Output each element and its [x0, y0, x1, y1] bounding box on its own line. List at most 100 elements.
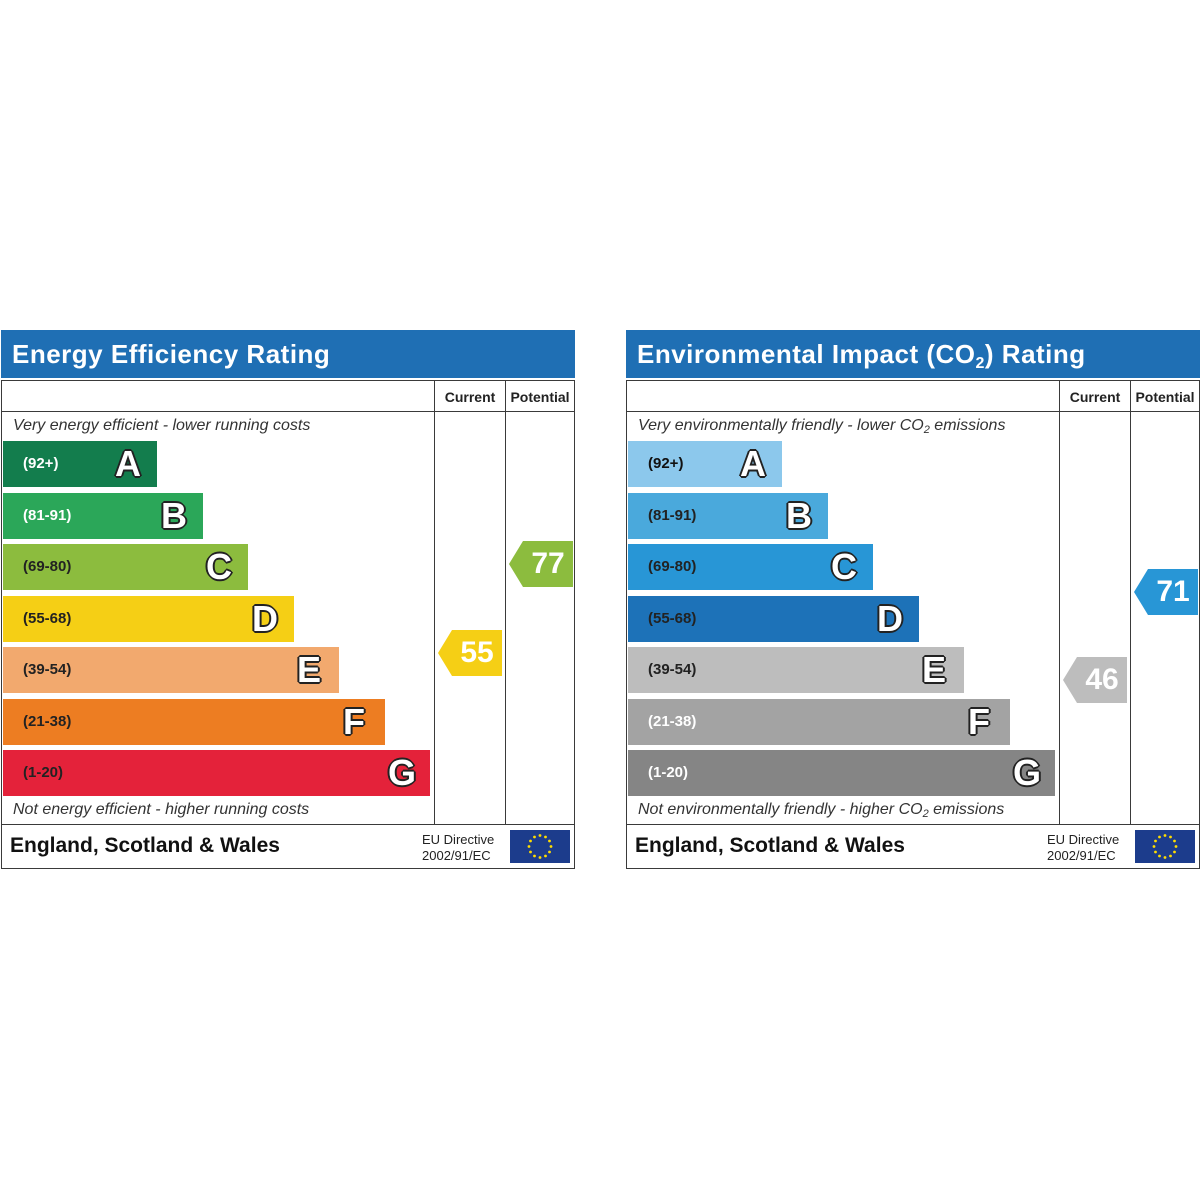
eu-star-icon	[1174, 845, 1178, 848]
top-caption: Very environmentally friendly - lower CO…	[638, 417, 1005, 436]
band-range-label: (1-20)	[648, 764, 689, 781]
eu-star-icon	[529, 850, 532, 854]
eu-star-icon	[1169, 835, 1172, 839]
band-letter: F	[343, 701, 365, 742]
rating-bands: (92+) A (81-91) B (69-80) C (55-68) D (39-54) E (2…	[627, 381, 1059, 824]
band-range-label: (81-91)	[23, 507, 72, 524]
chart-title-part2: ) Rating	[984, 339, 1086, 369]
band-letter: A	[740, 443, 766, 484]
header-divider	[2, 411, 574, 412]
top-caption-part2: emissions	[929, 417, 1006, 434]
current-column-header: Current	[1069, 389, 1121, 405]
potential-column-header: Potential	[510, 389, 570, 405]
eu-star-icon	[1173, 850, 1176, 854]
eu-star-icon	[1152, 845, 1156, 848]
band-letter: A	[115, 443, 141, 484]
eu-star-icon	[1169, 854, 1172, 858]
eu-directive-line1: EU Directive	[1047, 832, 1120, 847]
current-column-header: Current	[444, 389, 496, 405]
header-divider	[627, 411, 1199, 412]
eu-star-icon	[548, 839, 551, 843]
band-c: (69-80) C	[3, 544, 248, 590]
eu-star-icon	[1154, 839, 1157, 843]
eu-star-icon	[538, 856, 542, 859]
eu-star-icon	[544, 854, 547, 858]
chart-title-bar: Energy Efficiency Rating	[1, 330, 575, 378]
band-letter: E	[922, 649, 947, 690]
band-range-label: (21-38)	[23, 713, 72, 730]
eu-star-icon	[538, 834, 542, 837]
potential-rating-arrow-shape	[509, 541, 573, 587]
band-range-label: (92+)	[23, 455, 59, 472]
eu-star-icon	[529, 839, 532, 843]
potential-rating-value: 71	[1156, 575, 1190, 608]
eu-directive-line1: EU Directive	[422, 832, 495, 847]
chart-title-subscript: 2	[975, 355, 985, 372]
band-range-label: (55-68)	[23, 610, 72, 627]
band-d: (55-68) D	[628, 596, 919, 642]
band-g: (1-20) G	[628, 750, 1055, 796]
band-range-label: (1-20)	[23, 764, 64, 781]
eu-star-icon	[533, 854, 536, 858]
band-range-label: (39-54)	[648, 661, 697, 678]
current-rating-arrow-shape	[1063, 657, 1127, 703]
band-letter: F	[968, 701, 990, 742]
bottom-caption-subscript: 2	[922, 808, 929, 820]
band-range-label: (21-38)	[648, 713, 697, 730]
band-c: (69-80) C	[628, 544, 873, 590]
bottom-caption-part1: Not environmentally friendly - higher CO	[638, 801, 923, 818]
chart-frame: Current Potential Very energy efficient …	[1, 380, 575, 869]
band-letter: D	[252, 598, 278, 639]
eu-star-icon	[549, 845, 553, 848]
eu-star-icon	[548, 850, 551, 854]
eu-star-icon	[544, 835, 547, 839]
eu-star-icon	[1158, 854, 1161, 858]
top-caption-subscript: 2	[923, 424, 930, 436]
current-rating-value: 46	[1085, 663, 1119, 696]
potential-rating-arrow-shape	[1134, 569, 1198, 615]
environmental-impact-chart: Environmental Impact (CO2) Rating Curren…	[626, 330, 1200, 869]
potential-column-divider	[505, 381, 506, 824]
band-range-label: (92+)	[648, 455, 684, 472]
potential-column-header: Potential	[1135, 389, 1195, 405]
band-e: (39-54) E	[3, 647, 339, 693]
eu-flag-icon	[510, 830, 570, 863]
eu-directive-line2: 2002/91/EC	[1047, 848, 1116, 863]
eu-star-icon	[1154, 850, 1157, 854]
band-letter: B	[786, 495, 812, 536]
current-rating-arrow-shape	[438, 630, 502, 676]
band-range-label: (81-91)	[648, 507, 697, 524]
current-column-divider	[1059, 381, 1060, 824]
band-a: (92+) A	[628, 441, 782, 487]
band-letter: G	[388, 752, 417, 793]
band-g: (1-20) G	[3, 750, 430, 796]
eu-directive-line2: 2002/91/EC	[422, 848, 491, 863]
band-letter: E	[297, 649, 322, 690]
band-letter: B	[161, 495, 187, 536]
bottom-caption: Not environmentally friendly - higher CO…	[638, 801, 1004, 820]
chart-title-part1: Environmental Impact (CO	[637, 339, 976, 369]
band-f: (21-38) F	[628, 699, 1010, 745]
potential-rating-value: 77	[531, 547, 565, 580]
band-letter: C	[206, 546, 232, 587]
footer-country: England, Scotland & Wales	[10, 834, 280, 857]
potential-column-divider	[1130, 381, 1131, 824]
chart-title-bar: Environmental Impact (CO2) Rating	[626, 330, 1200, 378]
band-letter: C	[831, 546, 857, 587]
eu-stars-icon	[1152, 834, 1178, 859]
chart-frame: Current Potential Very environmentally f…	[626, 380, 1200, 869]
footer-divider	[627, 824, 1199, 825]
chart-title: Energy Efficiency Rating	[12, 339, 331, 369]
current-rating-value: 55	[460, 636, 494, 669]
rating-bands: (92+) A (81-91) B (69-80) C (55-68) D (39-54) E (2…	[2, 381, 434, 824]
eu-star-icon	[1158, 835, 1161, 839]
eu-star-icon	[1163, 834, 1167, 837]
energy-efficiency-chart: Energy Efficiency Rating Current Potenti…	[1, 330, 575, 869]
bottom-caption: Not energy efficient - higher running co…	[13, 801, 310, 818]
band-b: (81-91) B	[628, 493, 828, 539]
band-letter: D	[877, 598, 903, 639]
band-range-label: (55-68)	[648, 610, 697, 627]
current-column-divider	[434, 381, 435, 824]
eu-star-icon	[1163, 856, 1167, 859]
eu-directive-text: EU Directive 2002/91/EC	[422, 832, 494, 864]
